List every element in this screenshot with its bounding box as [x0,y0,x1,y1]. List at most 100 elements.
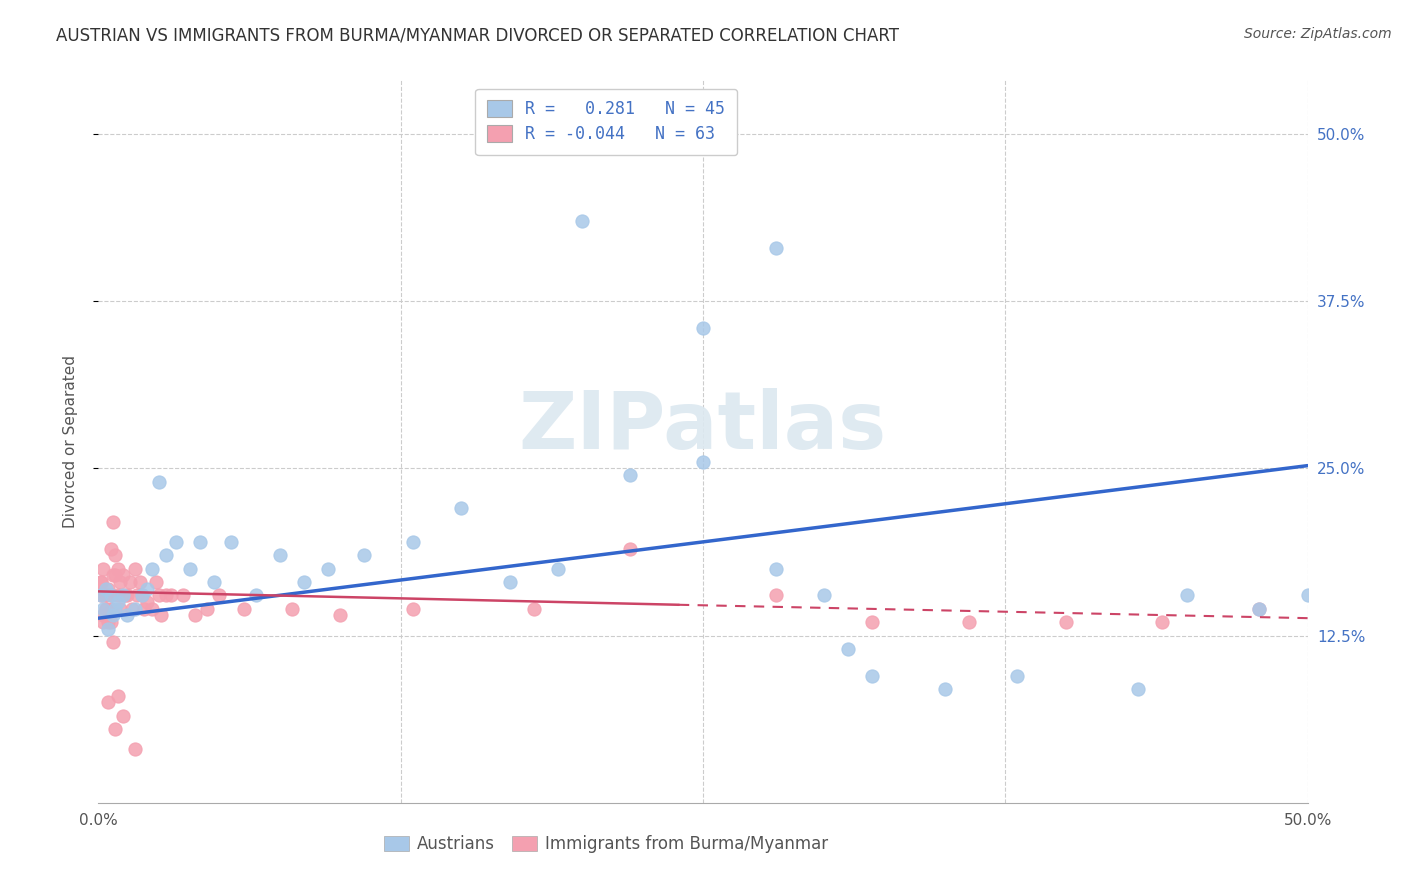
Legend: Austrians, Immigrants from Burma/Myanmar: Austrians, Immigrants from Burma/Myanmar [377,828,835,860]
Point [402,602,425,616]
Point [100,541,122,556]
Point [94,602,117,616]
Point [107,562,129,576]
Point [97,615,120,630]
Y-axis label: Divorced or Separated: Divorced or Separated [63,355,77,528]
Point [1128,681,1150,696]
Point [134,602,156,616]
Point [1054,615,1077,630]
Point [101,608,124,623]
Point [104,568,127,582]
Point [402,534,425,549]
Point [90,575,112,590]
Point [860,615,883,630]
Point [204,575,226,590]
Point [316,562,339,576]
Point [523,602,546,616]
Point [329,608,352,623]
Point [860,669,883,683]
Point [934,681,956,696]
Point [117,589,139,603]
Point [1249,602,1271,616]
Point [353,548,375,563]
Point [765,589,787,603]
Point [118,575,141,590]
Point [107,689,129,703]
Point [269,548,291,563]
Point [135,595,157,609]
Point [160,589,183,603]
Point [124,562,146,576]
Point [837,642,859,657]
Point [131,589,153,603]
Point [1007,669,1029,683]
Point [94,602,117,616]
Point [131,589,153,603]
Point [150,608,173,623]
Point [97,696,120,710]
Point [692,321,714,335]
Point [91,589,114,603]
Point [292,575,315,590]
Point [957,615,980,630]
Point [104,602,127,616]
Point [114,589,136,603]
Text: ZIPatlas: ZIPatlas [519,388,887,467]
Point [94,589,117,603]
Point [450,501,472,516]
Point [145,575,167,590]
Point [90,589,112,603]
Point [101,568,124,582]
Point [121,602,143,616]
Point [94,582,117,596]
Point [124,602,146,616]
Point [128,575,150,590]
Point [571,214,593,228]
Point [547,562,569,576]
Point [108,575,131,590]
Point [97,582,120,596]
Text: AUSTRIAN VS IMMIGRANTS FROM BURMA/MYANMAR DIVORCED OR SEPARATED CORRELATION CHAR: AUSTRIAN VS IMMIGRANTS FROM BURMA/MYANMA… [56,27,900,45]
Point [692,455,714,469]
Point [100,589,122,603]
Point [148,475,170,489]
Point [141,562,163,576]
Point [100,589,122,603]
Point [111,589,134,603]
Point [1175,589,1198,603]
Point [100,615,122,630]
Point [91,562,114,576]
Point [498,575,520,590]
Point [813,589,835,603]
Point [245,589,267,603]
Point [188,534,211,549]
Point [97,622,120,636]
Point [765,241,787,255]
Point [107,589,129,603]
Point [155,548,177,563]
Point [148,589,170,603]
Point [232,602,254,616]
Point [91,608,114,623]
Point [104,548,127,563]
Point [221,534,243,549]
Point [91,602,114,616]
Point [101,635,124,649]
Text: Source: ZipAtlas.com: Source: ZipAtlas.com [1244,27,1392,41]
Point [172,589,194,603]
Point [117,608,139,623]
Point [208,589,231,603]
Point [619,541,641,556]
Point [101,515,124,529]
Point [184,608,207,623]
Point [165,534,187,549]
Point [179,562,201,576]
Point [1296,589,1319,603]
Point [90,589,112,603]
Point [619,467,641,482]
Point [108,602,131,616]
Point [1249,602,1271,616]
Point [111,708,134,723]
Point [90,575,112,590]
Point [195,602,218,616]
